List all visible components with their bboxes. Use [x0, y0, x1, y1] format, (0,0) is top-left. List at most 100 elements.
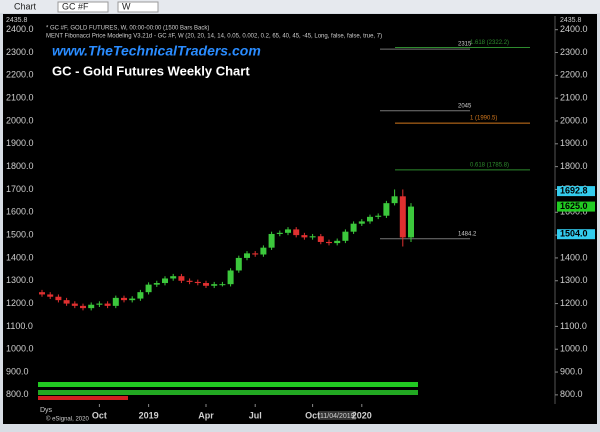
indicator-strip	[38, 382, 418, 387]
y-tick-label: 2200.0	[560, 70, 588, 80]
chart-area	[3, 14, 597, 424]
candle-body	[203, 283, 209, 286]
y-tick-label: 1200.0	[560, 298, 588, 308]
y-tick-label: 900.0	[6, 366, 29, 376]
candle-body	[162, 278, 168, 284]
corner-label: 2435.8	[560, 17, 582, 24]
interval: W	[122, 1, 131, 11]
y-tick-label: 1000.0	[6, 344, 34, 354]
candle-body	[227, 270, 234, 285]
y-tick-label: 1100.0	[6, 321, 33, 331]
candle-body	[293, 229, 300, 236]
cursor-date: 11/04/2019	[320, 413, 355, 420]
y-tick-label: 1800.0	[560, 161, 588, 171]
candle-body	[71, 303, 78, 306]
candle-body	[268, 233, 275, 248]
x-tick-label: Oct	[305, 410, 320, 420]
candle-body	[211, 284, 218, 286]
candle-body	[121, 297, 127, 301]
candle-body	[383, 203, 390, 216]
candle-body	[334, 240, 341, 244]
y-tick-label: 900.0	[560, 366, 583, 376]
x-tick-label: 2019	[139, 410, 159, 420]
candle-body	[96, 303, 103, 305]
candle-body	[63, 300, 70, 304]
y-tick-label: 1400.0	[6, 252, 34, 262]
y-tick-label: 2100.0	[560, 93, 588, 103]
x-tick-label: Jul	[249, 410, 262, 420]
candle-body	[408, 206, 414, 238]
chart-title: GC - Gold Futures Weekly Chart	[52, 63, 250, 78]
candle-body	[350, 223, 357, 232]
candle-body	[358, 221, 365, 224]
symbol: GC #F	[62, 1, 89, 11]
y-tick-label: 1000.0	[560, 344, 588, 354]
fib-label: 1.618 (2322.2)	[470, 40, 509, 46]
y-tick-label: 2100.0	[6, 93, 34, 103]
y-tick-label: 2300.0	[560, 47, 588, 57]
candle-body	[260, 247, 267, 255]
y-tick-label: 1900.0	[560, 138, 588, 148]
credit: © eSignal, 2020	[46, 416, 89, 423]
candle-body	[391, 196, 398, 204]
candle-body	[39, 292, 45, 295]
y-tick-label: 2400.0	[560, 24, 588, 34]
y-tick-label: 1900.0	[6, 138, 34, 148]
candle-body	[301, 235, 308, 238]
y-tick-label: 1400.0	[560, 252, 588, 262]
subtitle: www.TheTechnicalTraders.com	[52, 43, 261, 59]
candle-body	[317, 236, 324, 242]
indicator-strip	[38, 396, 128, 400]
x-tick-label: 2020	[352, 410, 372, 420]
y-tick-label: 1100.0	[560, 321, 587, 331]
candle-body	[342, 231, 349, 241]
fib-label: 0.618 (1785.8)	[470, 162, 509, 168]
annotation-label: 1484.2	[458, 231, 477, 237]
info-line: MENT Fibonacci Price Modeling V3.21d - G…	[46, 34, 382, 40]
candle-body	[112, 297, 119, 306]
y-tick-label: 1200.0	[6, 298, 34, 308]
candle-body	[219, 284, 226, 286]
indicator-strip	[38, 390, 418, 395]
y-tick-label: 1300.0	[6, 275, 34, 285]
fib-label: 1 (1990.5)	[470, 116, 497, 122]
candle-body	[55, 296, 62, 301]
candle-body	[178, 276, 185, 281]
x-tick-label: Oct	[92, 410, 107, 420]
candle-body	[129, 298, 136, 301]
candle-body	[309, 236, 316, 238]
candle-body	[367, 216, 373, 222]
candle-body	[80, 305, 86, 309]
candle-body	[244, 253, 250, 258]
candle-body	[194, 281, 201, 284]
y-tick-label: 2000.0	[6, 115, 34, 125]
corner-label: 2435.8	[6, 17, 28, 24]
info-line: * GC #F, GOLD FUTURES, W, 00:00-00:00 (1…	[46, 26, 209, 32]
candle-body	[326, 241, 332, 244]
y-tick-label: 1700.0	[6, 184, 34, 194]
candle-body	[375, 215, 382, 217]
candle-body	[186, 280, 193, 282]
y-tick-label: 800.0	[560, 389, 583, 399]
y-tick-label: 2400.0	[6, 24, 34, 34]
y-tick-label: 2300.0	[6, 47, 34, 57]
candle-body	[47, 294, 54, 297]
price-tag-label: 1625.0	[560, 201, 588, 211]
candle-body	[285, 229, 291, 233]
candle-body	[235, 257, 242, 271]
y-tick-label: 2000.0	[560, 115, 588, 125]
x-tick-label: Apr	[198, 410, 214, 420]
y-tick-label: 1600.0	[6, 207, 34, 217]
price-tag	[557, 229, 595, 240]
period: Dys	[40, 407, 53, 414]
price-tag-label: 1504.0	[560, 229, 588, 239]
price-tag-label: 1692.8	[560, 185, 588, 195]
interval-box[interactable]	[117, 1, 159, 13]
annotation-label: 2315	[458, 42, 472, 48]
candle-body	[276, 232, 283, 234]
symbol-box[interactable]	[57, 1, 109, 13]
candle-body	[252, 253, 259, 255]
window-title: Chart	[14, 1, 37, 11]
